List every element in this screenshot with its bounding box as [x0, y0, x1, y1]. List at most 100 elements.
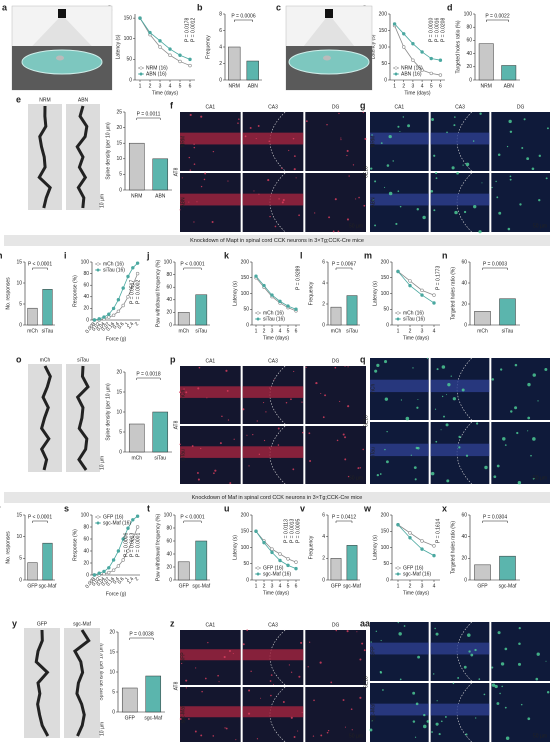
x-tick-label: sgc-Maf — [39, 583, 57, 589]
x-tick-label: ABN — [504, 83, 515, 89]
micrograph — [491, 683, 550, 742]
point — [178, 53, 182, 57]
speckle — [461, 388, 465, 392]
speckle — [483, 693, 486, 696]
point — [178, 59, 182, 64]
layer — [430, 642, 490, 655]
p-value: P = 0.0002 — [135, 280, 141, 304]
bar — [501, 65, 517, 81]
x-tick-label: 3 — [421, 328, 424, 334]
panel-label: z — [170, 618, 175, 628]
speckle — [334, 366, 337, 369]
speckle — [414, 478, 417, 481]
stain-label: 6E10 — [363, 166, 369, 178]
speckle — [274, 225, 277, 228]
speckle — [507, 227, 511, 231]
speckle — [521, 147, 524, 149]
row-label: mCh — [180, 390, 186, 401]
speckle — [499, 692, 501, 695]
legend-entry: GFP (16) — [403, 565, 424, 571]
point — [168, 47, 172, 51]
speckle — [478, 678, 481, 680]
p-value: P = 0.0412 — [332, 514, 356, 520]
speckle — [374, 369, 378, 373]
x-tick-label: 4 — [433, 328, 436, 334]
y-tick-label: 100 — [464, 11, 473, 17]
speckle — [290, 671, 293, 673]
y-tick-label: 100 — [379, 44, 388, 50]
speckle — [417, 655, 421, 659]
y-tick-label: 20 — [83, 306, 89, 312]
speckle — [431, 118, 434, 121]
panel-label: e — [16, 94, 21, 104]
speckle — [509, 130, 513, 134]
p-value: P = 0.0038 — [129, 631, 153, 637]
legend-marker — [396, 317, 400, 321]
speckle — [386, 430, 388, 433]
mouse — [323, 55, 331, 61]
layer — [180, 706, 241, 718]
y-tick-label: 60 — [83, 536, 89, 542]
legend-marker — [256, 311, 260, 315]
speckle — [347, 475, 350, 478]
speckle — [453, 124, 456, 127]
y-tick-label: 150 — [124, 15, 133, 21]
row-label: ABN — [180, 197, 186, 208]
point — [420, 293, 424, 297]
bar — [346, 545, 358, 581]
speckle — [297, 730, 299, 732]
panel-label: c — [276, 2, 281, 12]
y-tick-label: 0 — [19, 322, 22, 328]
point — [402, 45, 406, 49]
x-tick-label: NRM — [229, 83, 240, 89]
y-axis-label: Frequency — [308, 281, 314, 305]
speckle — [516, 431, 519, 435]
legend-marker — [96, 515, 100, 519]
speckle — [423, 724, 427, 729]
speckle — [193, 143, 195, 145]
point — [432, 544, 436, 548]
bar — [246, 60, 259, 81]
speckle — [357, 467, 360, 469]
speckle — [191, 445, 194, 447]
point — [121, 303, 125, 308]
speckle — [185, 391, 188, 394]
layer — [430, 443, 490, 457]
speckle — [433, 154, 436, 157]
y-tick-label: 10 — [16, 280, 22, 286]
x-tick-label: 0.4 — [112, 321, 121, 330]
y-tick-label: 20 — [116, 369, 122, 375]
speckle — [500, 368, 503, 371]
panel-label: o — [16, 354, 22, 364]
x-tick-label: 1 — [124, 576, 131, 582]
speckle — [494, 684, 498, 689]
speckle — [344, 436, 347, 439]
panel-label: q — [360, 354, 366, 364]
x-tick-label: sgc-Maf — [192, 583, 210, 589]
speckle — [336, 439, 339, 442]
speckle — [501, 685, 503, 688]
scale-bar: 50 µm — [349, 475, 363, 481]
x-tick-label: 0.6 — [117, 321, 126, 330]
x-axis-label: Force (g) — [106, 336, 127, 342]
legend-entry: mCh (16) — [403, 310, 424, 316]
x-tick-label: 1 — [124, 321, 131, 327]
speckle — [244, 135, 247, 138]
speckle — [416, 208, 419, 211]
layer — [370, 703, 429, 716]
speckle — [200, 734, 203, 737]
speckle — [514, 406, 518, 410]
x-axis-label: Time (days) — [263, 335, 290, 341]
speckle — [179, 209, 181, 211]
point — [392, 22, 397, 26]
y-tick-label: 150 — [241, 275, 250, 281]
speckle — [229, 482, 232, 485]
x-tick-label: GFP — [27, 583, 38, 589]
layer — [370, 642, 429, 655]
y-tick-label: 6 — [219, 28, 222, 34]
speckle — [255, 138, 257, 140]
speckle — [188, 156, 191, 159]
row-label: GFP — [180, 652, 186, 663]
y-tick-label: 20 — [166, 564, 172, 570]
panel-label: f — [170, 100, 174, 110]
